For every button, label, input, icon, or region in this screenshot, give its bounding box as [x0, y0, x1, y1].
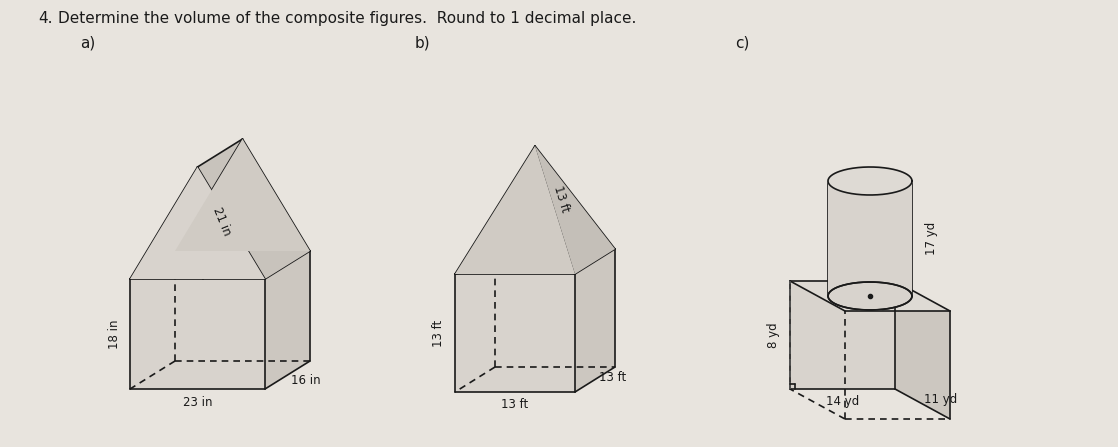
Text: c): c)	[735, 35, 749, 50]
Text: b): b)	[415, 35, 430, 50]
Polygon shape	[790, 281, 896, 389]
Polygon shape	[575, 249, 615, 392]
Polygon shape	[828, 167, 912, 181]
Polygon shape	[130, 167, 265, 279]
Polygon shape	[130, 139, 243, 279]
Text: 11 yd: 11 yd	[923, 392, 957, 405]
Text: 13 ft: 13 ft	[551, 185, 571, 215]
Polygon shape	[130, 251, 310, 279]
Text: 8 yd: 8 yd	[767, 322, 780, 348]
Text: 21 in: 21 in	[210, 205, 233, 237]
Polygon shape	[828, 181, 912, 296]
Polygon shape	[265, 251, 310, 389]
Polygon shape	[176, 139, 310, 251]
Polygon shape	[455, 146, 575, 274]
Polygon shape	[536, 146, 615, 274]
Polygon shape	[828, 167, 912, 195]
Polygon shape	[896, 281, 950, 419]
Polygon shape	[130, 279, 265, 389]
Text: 23 in: 23 in	[182, 396, 212, 409]
Text: 14 yd: 14 yd	[826, 396, 859, 409]
Polygon shape	[495, 146, 615, 249]
Polygon shape	[828, 282, 912, 310]
Polygon shape	[455, 249, 615, 274]
Polygon shape	[455, 274, 575, 392]
Text: 13 ft: 13 ft	[433, 319, 445, 346]
Polygon shape	[198, 139, 310, 279]
Text: 4.: 4.	[38, 11, 53, 26]
Text: 16 in: 16 in	[291, 374, 321, 387]
Text: 13 ft: 13 ft	[501, 398, 529, 412]
Polygon shape	[790, 281, 950, 311]
Text: 18 in: 18 in	[107, 319, 121, 349]
Text: 17 yd: 17 yd	[926, 222, 938, 255]
Text: 13 ft: 13 ft	[599, 371, 626, 384]
Text: a): a)	[80, 35, 95, 50]
Text: Determine the volume of the composite figures.  Round to 1 decimal place.: Determine the volume of the composite fi…	[58, 11, 636, 26]
